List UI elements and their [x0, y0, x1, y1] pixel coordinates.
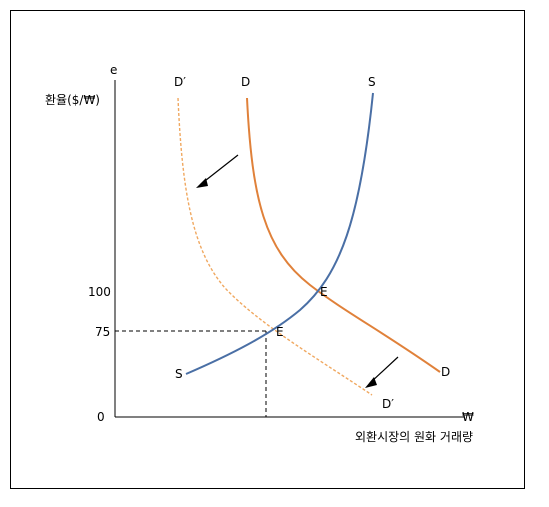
x-axis-label: 외환시장의 원화 거래량 [355, 430, 473, 444]
demand-bottom-label: D [441, 365, 450, 379]
equilibrium-original-label: E [320, 285, 328, 299]
shift-arrow-lower [365, 356, 399, 388]
demand-shifted-top-label: D′ [174, 75, 186, 89]
supply-top-label: S [368, 75, 376, 89]
tick-100: 100 [88, 285, 111, 299]
supply-curve [185, 92, 374, 375]
demand-curve [246, 97, 441, 373]
equilibrium-new-label: E [276, 325, 284, 339]
origin-label: 0 [97, 410, 105, 424]
x-axis-symbol: ₩ [462, 410, 474, 424]
tick-75: 75 [95, 325, 110, 339]
y-axis-symbol: e [110, 63, 117, 77]
demand-top-label: D [241, 75, 250, 89]
figure-frame [10, 10, 525, 489]
demand-shifted-bottom-label: D′ [382, 397, 394, 411]
supply-bottom-label: S [175, 367, 183, 381]
shift-arrow-upper [196, 154, 239, 188]
y-axis-label: 환율($/₩) [45, 93, 100, 107]
